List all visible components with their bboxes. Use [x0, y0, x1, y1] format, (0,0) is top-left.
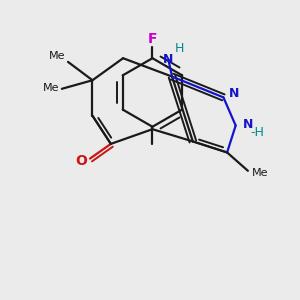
Text: N: N — [243, 118, 253, 131]
Text: Me: Me — [43, 82, 59, 93]
Text: -H: -H — [251, 126, 265, 140]
Text: Me: Me — [252, 168, 268, 178]
Text: H: H — [175, 42, 184, 55]
Text: N: N — [229, 87, 240, 100]
Text: F: F — [148, 32, 157, 46]
Text: N: N — [163, 53, 173, 66]
Text: Me: Me — [49, 51, 65, 61]
Text: O: O — [76, 154, 87, 168]
